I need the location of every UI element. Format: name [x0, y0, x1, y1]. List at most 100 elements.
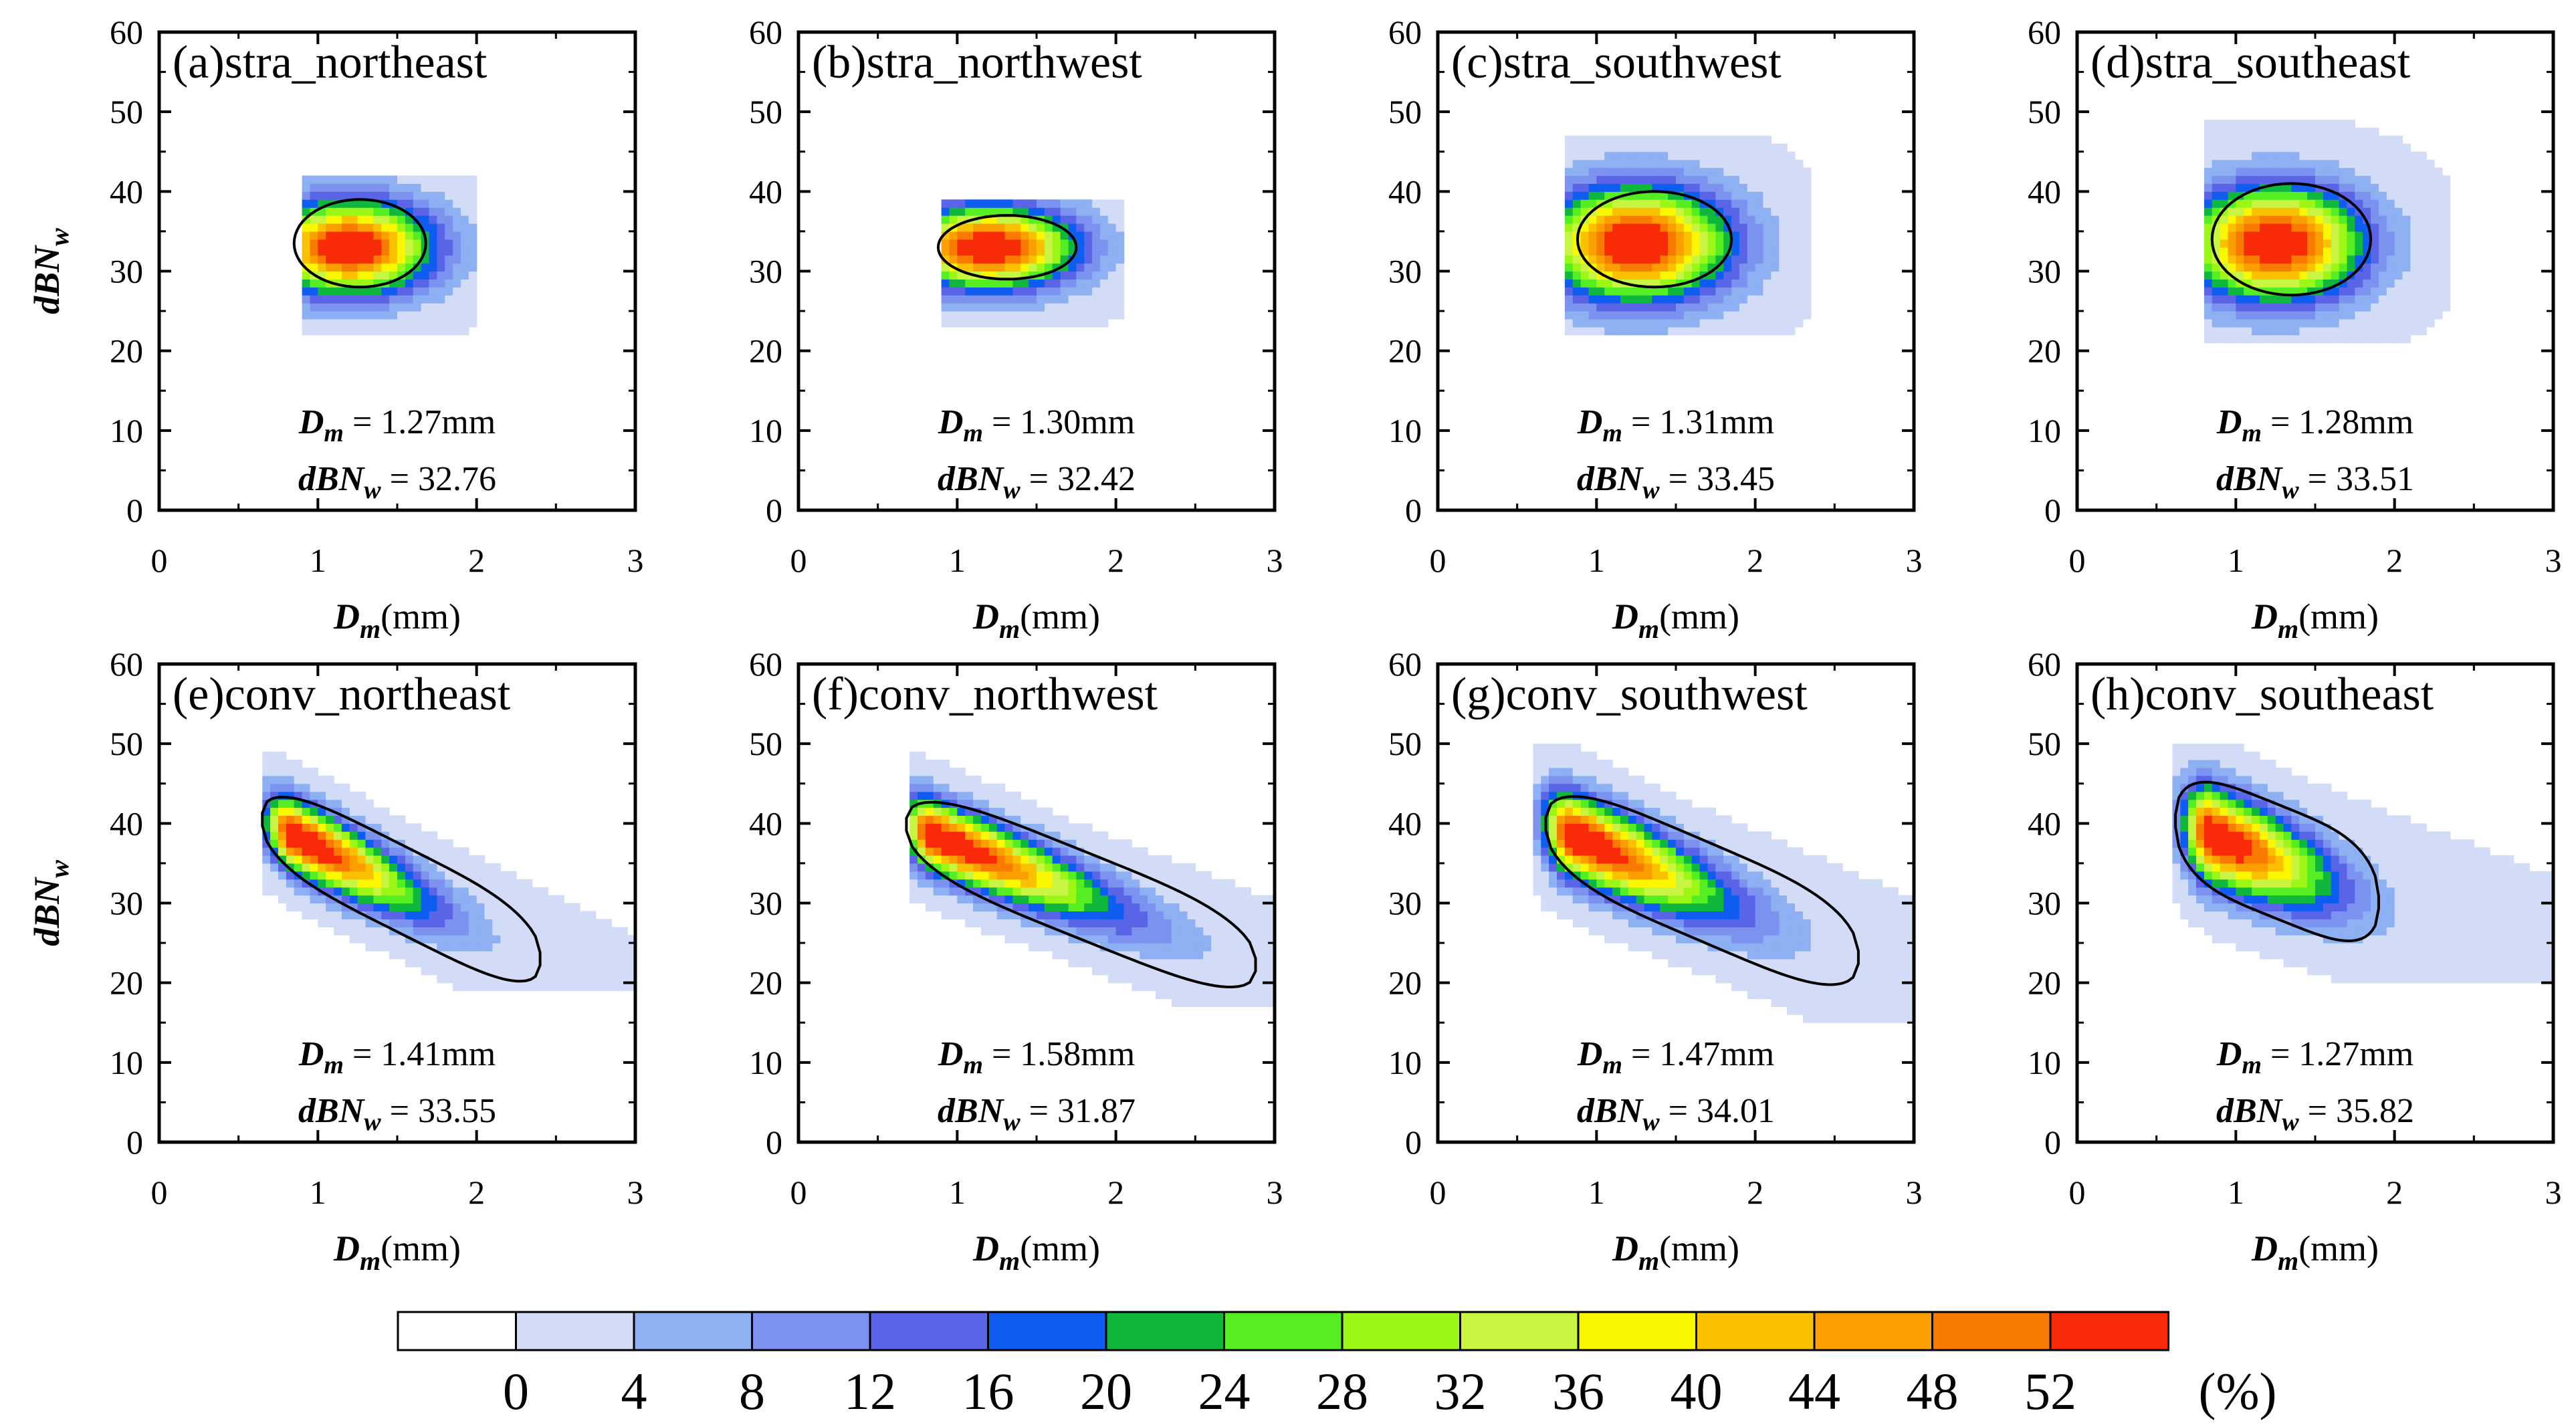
heatmap-cell: [1099, 239, 1109, 248]
heatmap-cell: [1021, 895, 1029, 904]
dm-mean-label-part: D: [298, 403, 324, 441]
heatmap-cell: [1572, 879, 1582, 888]
heatmap-cell: [2378, 247, 2387, 256]
heatmap-cell: [1251, 990, 1259, 1000]
heatmap-cell: [334, 175, 342, 184]
heatmap-cell: [1644, 783, 1652, 792]
heatmap-cell: [1739, 223, 1748, 232]
heatmap-cell: [572, 919, 580, 927]
heatmap-cell: [2315, 151, 2324, 160]
dm-mean-label-part: m: [324, 1051, 344, 1079]
heatmap-cell: [2402, 295, 2411, 304]
heatmap-cell: [1580, 855, 1590, 864]
heatmap-cell: [1771, 231, 1780, 240]
heatmap-cell: [2267, 151, 2276, 160]
heatmap-cell: [2355, 247, 2363, 256]
heatmap-cell: [1771, 159, 1780, 169]
heatmap-cell: [381, 847, 390, 856]
heatmap-cell: [1715, 831, 1724, 840]
heatmap-cell: [1660, 199, 1669, 208]
x-axis-label: Dm(mm): [333, 1228, 461, 1276]
heatmap-cell: [1660, 175, 1669, 184]
heatmap-cell: [1541, 887, 1549, 896]
heatmap-cell: [2331, 311, 2340, 320]
heatmap-cell: [1021, 303, 1029, 312]
heatmap-cell: [381, 191, 390, 200]
heatmap-cell: [318, 247, 326, 256]
heatmap-cell: [1060, 855, 1069, 864]
heatmap-cell: [2323, 191, 2332, 200]
heatmap-cell: [318, 791, 326, 800]
heatmap-cell: [1588, 326, 1597, 336]
heatmap-cell: [2228, 128, 2236, 136]
heatmap-cell: [1739, 207, 1748, 216]
heatmap-cell: [1588, 847, 1597, 856]
heatmap-cell: [1580, 239, 1590, 248]
heatmap-cell: [445, 887, 453, 896]
heatmap-cell: [1731, 295, 1740, 304]
heatmap-cell: [262, 855, 271, 864]
heatmap-cell: [1549, 895, 1558, 904]
heatmap-cell: [1044, 287, 1053, 296]
heatmap-cell: [1037, 903, 1045, 911]
heatmap-cell: [2252, 247, 2260, 256]
heatmap-cell: [1691, 903, 1701, 911]
heatmap-cell: [1691, 311, 1701, 320]
heatmap-cell: [1787, 199, 1796, 208]
heatmap-cell: [1076, 863, 1085, 872]
heatmap-cell: [460, 951, 469, 960]
heatmap-cell: [1699, 279, 1709, 288]
heatmap-cell: [2291, 167, 2300, 177]
dm-mean-label-part: = 1.31mm: [1622, 403, 1774, 441]
heatmap-cell: [1218, 895, 1228, 904]
x-tick-label: 2: [1107, 1174, 1124, 1211]
heatmap-cell: [357, 247, 366, 256]
heatmap-cell: [2386, 199, 2395, 208]
heatmap-cell: [2386, 175, 2395, 184]
heatmap-cell: [1580, 326, 1590, 336]
heatmap-cell: [2307, 279, 2316, 288]
heatmap-cell: [2275, 167, 2284, 177]
heatmap-cell: [1068, 943, 1077, 952]
heatmap-cell: [1802, 303, 1812, 312]
heatmap-cell: [2339, 255, 2348, 264]
heatmap-cell: [2228, 279, 2236, 288]
heatmap-cell: [468, 982, 477, 992]
heatmap-cell: [326, 871, 334, 880]
heatmap-cell: [302, 303, 311, 312]
heatmap-cell: [2355, 326, 2363, 336]
heatmap-cell: [1060, 295, 1069, 304]
dbnw-mean-label-part: dBN: [1577, 460, 1644, 498]
heatmap-cell: [1668, 951, 1677, 960]
heatmap-cell: [1612, 263, 1621, 272]
heatmap-cell: [980, 863, 990, 872]
heatmap-cell: [1187, 935, 1196, 944]
heatmap-cell: [2355, 143, 2363, 152]
heatmap-cell: [2299, 279, 2308, 288]
heatmap-cell: [1779, 175, 1788, 184]
heatmap-cell: [1564, 271, 1574, 280]
x-tick-label: 0: [1430, 542, 1446, 579]
heatmap-cell: [468, 207, 477, 216]
heatmap-cell: [1779, 159, 1788, 169]
heatmap-cell: [2386, 311, 2395, 320]
heatmap-cell: [2323, 215, 2332, 224]
heatmap-cell: [492, 935, 501, 944]
heatmap-cell: [2355, 199, 2363, 208]
heatmap-cell: [556, 927, 564, 936]
heatmap-cell: [1668, 167, 1677, 177]
heatmap-cell: [326, 326, 334, 336]
heatmap-cell: [1612, 167, 1621, 177]
heatmap-cell: [1580, 151, 1590, 160]
heatmap-cell: [957, 207, 966, 216]
heatmap-cell: [349, 799, 358, 808]
heatmap-cell: [381, 823, 390, 832]
heatmap-cell: [413, 823, 422, 832]
heatmap-cell: [484, 951, 493, 960]
heatmap-cell: [1660, 871, 1669, 880]
heatmap-cell: [1140, 943, 1148, 952]
heatmap-cell: [941, 319, 950, 328]
heatmap-cell: [1572, 783, 1582, 792]
heatmap-cell: [381, 175, 390, 184]
heatmap-cell: [1612, 215, 1621, 224]
